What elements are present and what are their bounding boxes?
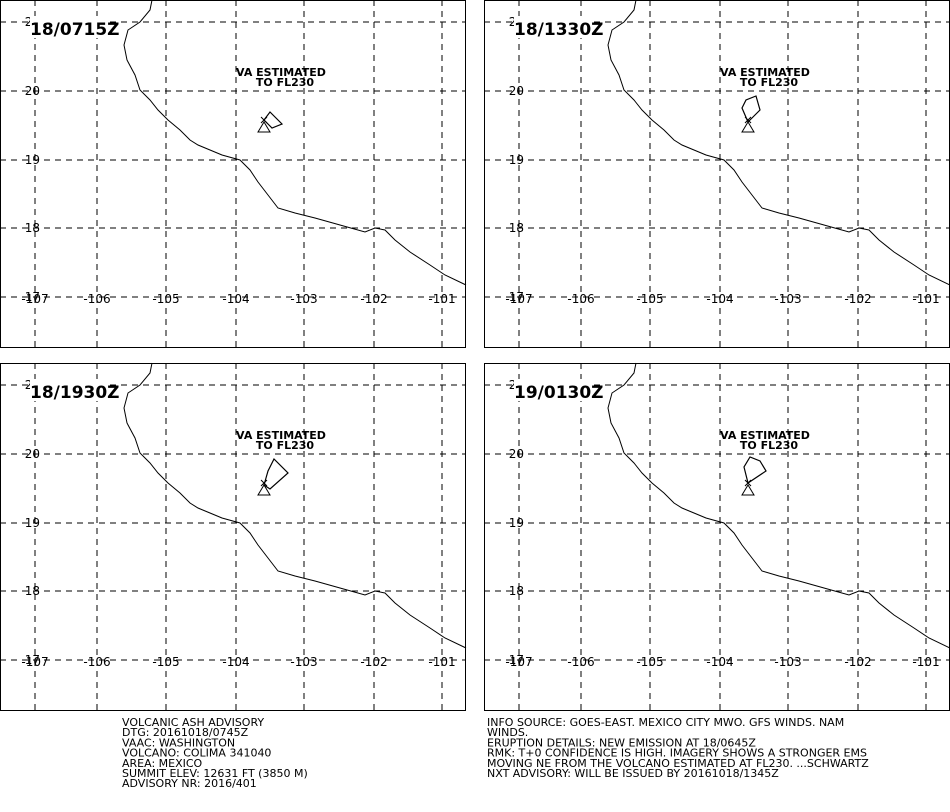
longitude-label: -101: [428, 655, 455, 669]
longitude-label: -104: [706, 655, 733, 669]
longitude-label: -105: [152, 292, 179, 306]
annotation: VA ESTIMATED: [720, 429, 810, 442]
longitude-label: -101: [428, 292, 455, 306]
longitude-label: -102: [360, 292, 387, 306]
label-bg: [514, 16, 592, 38]
label-bg: [514, 379, 592, 401]
label-bg: [30, 379, 108, 401]
longitude-label: -105: [152, 655, 179, 669]
panel-border: [0, 363, 466, 711]
latitude-label: 18: [25, 584, 40, 598]
longitude-label: -105: [636, 292, 663, 306]
longitude-label: -102: [844, 292, 871, 306]
volcano-marker: [257, 484, 271, 496]
advisory-text: ADVISORY NR: 2016/401: [122, 777, 257, 790]
advisory-text: SUMMIT ELEV: 12631 FT (3850 M): [122, 767, 308, 780]
panel-label: 18/0715Z: [30, 20, 120, 40]
vent-marker: [744, 116, 752, 124]
longitude-label: -104: [706, 292, 733, 306]
coastline: [123, 362, 467, 649]
latitude-label: 20: [509, 447, 524, 461]
ash-area: [741, 95, 761, 124]
longitude-label: -101: [912, 655, 939, 669]
advisory-text: AREA: MEXICO: [122, 757, 203, 770]
latitude-label: 17: [509, 290, 524, 304]
label-bg: [30, 16, 108, 38]
longitude-label: -103: [290, 655, 317, 669]
longitude-label: -104: [222, 655, 249, 669]
longitude-label: -106: [83, 292, 110, 306]
volcano-marker: [741, 484, 755, 496]
advisory-text: INFO SOURCE: GOES-EAST. MEXICO CITY MWO.…: [487, 716, 844, 729]
vent-marker: [260, 116, 268, 124]
advisory-text: VOLCANIC ASH ADVISORY: [122, 716, 264, 729]
vent-marker: [744, 479, 752, 487]
ash-area: [263, 111, 284, 129]
latitude-label: 17: [25, 290, 40, 304]
longitude-label: -105: [636, 655, 663, 669]
map-panel: -107-106-105-104-103-102-101212019181719…: [484, 362, 950, 711]
annotation: VA ESTIMATED: [236, 429, 326, 442]
ash-area: [263, 457, 289, 490]
longitude-label: -103: [290, 292, 317, 306]
longitude-label: -101: [912, 292, 939, 306]
volcano-marker: [741, 121, 755, 133]
advisory-text: NXT ADVISORY: WILL BE ISSUED BY 20161018…: [487, 767, 779, 780]
annotation: TO FL230: [740, 439, 799, 452]
latitude-label: 18: [25, 221, 40, 235]
latitude-label: 20: [25, 447, 40, 461]
coastline: [123, 0, 467, 286]
longitude-label: -106: [567, 655, 594, 669]
panel-border: [0, 0, 466, 348]
longitude-label: -106: [567, 292, 594, 306]
ash-area: [743, 456, 767, 484]
map-panel: -107-106-105-104-103-102-101212019181718…: [0, 0, 467, 348]
latitude-label: 18: [509, 584, 524, 598]
longitude-label: -106: [83, 655, 110, 669]
longitude-label: -103: [774, 655, 801, 669]
latitude-label: 19: [509, 153, 524, 167]
panel-label: 19/0130Z: [514, 383, 604, 403]
longitude-label: -102: [844, 655, 871, 669]
longitude-label: -107: [21, 655, 48, 669]
latitude-label: 17: [25, 653, 40, 667]
latitude-label: 17: [509, 653, 524, 667]
annotation: VA ESTIMATED: [236, 66, 326, 79]
vent-marker: [260, 479, 268, 487]
latitude-label: 19: [25, 516, 40, 530]
advisory-text: VAAC: WASHINGTON: [122, 736, 235, 749]
advisory-text: VOLCANO: COLIMA 341040: [122, 747, 271, 760]
advisory-text: DTG: 20161018/0745Z: [122, 726, 249, 739]
panel-border: [484, 0, 950, 348]
longitude-label: -103: [774, 292, 801, 306]
latitude-label: 19: [25, 153, 40, 167]
latitude-label: 20: [25, 84, 40, 98]
coastline: [607, 362, 950, 649]
latitude-label: 18: [509, 221, 524, 235]
latitude-label: 20: [509, 84, 524, 98]
volcano-marker: [257, 121, 271, 133]
panel-label: 18/1930Z: [30, 383, 120, 403]
advisory-text: WINDS.: [487, 726, 528, 739]
map-panel: -107-106-105-104-103-102-101212019181718…: [484, 0, 950, 348]
panel-label: 18/1330Z: [514, 20, 604, 40]
annotation: TO FL230: [256, 76, 315, 89]
longitude-label: -107: [505, 292, 532, 306]
longitude-label: -107: [21, 292, 48, 306]
coastline: [607, 0, 950, 286]
longitude-label: -102: [360, 655, 387, 669]
annotation: VA ESTIMATED: [720, 66, 810, 79]
longitude-label: -104: [222, 292, 249, 306]
advisory-text: ERUPTION DETAILS: NEW EMISSION AT 18/064…: [487, 736, 756, 749]
advisory-text: RMK: T+0 CONFIDENCE IS HIGH. IMAGERY SHO…: [487, 747, 867, 760]
map-panel: -107-106-105-104-103-102-101212019181718…: [0, 362, 467, 711]
longitude-label: -107: [505, 655, 532, 669]
annotation: TO FL230: [256, 439, 315, 452]
latitude-label: 19: [509, 516, 524, 530]
advisory-text: MOVING NE FROM THE VOLCANO ESTIMATED AT …: [487, 757, 869, 770]
annotation: TO FL230: [740, 76, 799, 89]
